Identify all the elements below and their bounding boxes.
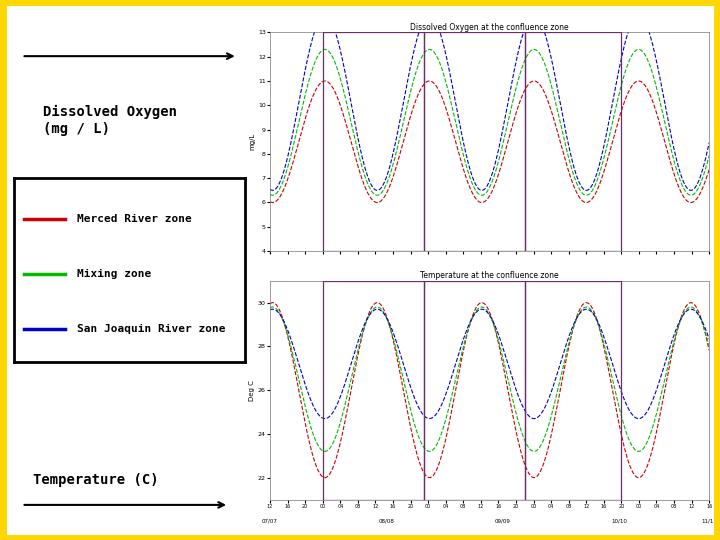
Text: Temperature (C): Temperature (C) [33, 472, 158, 487]
Title: Temperature at the confluence zone: Temperature at the confluence zone [420, 271, 559, 280]
Bar [525, 32, 621, 251]
Title: Dissolved Oxygen at the confluence zone: Dissolved Oxygen at the confluence zone [410, 23, 569, 32]
Bar [323, 281, 423, 500]
Text: Mixing zone: Mixing zone [76, 269, 151, 279]
Text: 11/11: 11/11 [701, 519, 717, 524]
Text: 08/08: 08/08 [379, 519, 395, 524]
Bar [423, 281, 525, 500]
Bar [525, 281, 621, 500]
Text: 07/07: 07/07 [262, 519, 278, 524]
Text: Dissolved Oxygen
(mg / L): Dissolved Oxygen (mg / L) [43, 105, 177, 136]
Text: 09/09: 09/09 [495, 519, 510, 524]
Y-axis label: mg/L: mg/L [249, 133, 255, 151]
Y-axis label: Deg C: Deg C [249, 380, 255, 401]
Bar [323, 32, 423, 251]
Bar [423, 32, 525, 251]
Text: 10/10: 10/10 [611, 519, 627, 524]
Text: Merced River zone: Merced River zone [76, 214, 192, 224]
Text: San Joaquin River zone: San Joaquin River zone [76, 324, 225, 334]
